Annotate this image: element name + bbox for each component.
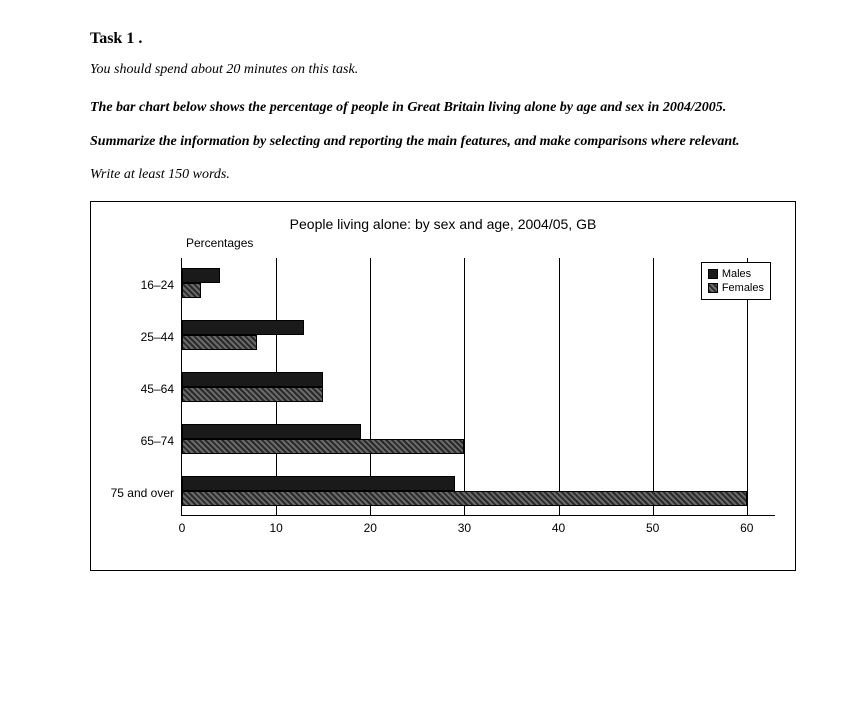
bar-male [182,320,304,335]
bar-group: 25–44 [182,320,775,356]
legend-row-females: Females [708,281,764,295]
y-axis-label: Percentages [186,236,253,250]
prompt-paragraph-1: The bar chart below shows the percentage… [90,98,796,118]
x-tick-label: 40 [552,521,565,535]
bar-male [182,372,323,387]
bar-male [182,424,361,439]
time-instruction: You should spend about 20 minutes on thi… [90,62,796,78]
prompt-paragraph-2: Summarize the information by selecting a… [90,132,796,152]
legend-swatch-male [708,269,718,279]
category-label: 75 and over [111,486,174,500]
plot-area: 010203040506016–2425–4445–6465–7475 and … [181,258,775,516]
x-tick-label: 60 [740,521,753,535]
task-heading: Task 1 . [90,30,796,48]
bar-female [182,439,464,454]
category-label: 45–64 [141,382,174,396]
bar-female [182,387,323,402]
bar-male [182,476,455,491]
x-tick-label: 30 [458,521,471,535]
chart-inner: Percentages Males Females 01020304050601… [181,240,775,540]
bar-female [182,335,257,350]
bar-female [182,491,747,506]
x-tick-label: 0 [179,521,186,535]
legend-row-males: Males [708,267,764,281]
category-label: 65–74 [141,434,174,448]
legend-label-male: Males [722,267,751,281]
bar-group: 45–64 [182,372,775,408]
bar-group: 16–24 [182,268,775,304]
x-tick-label: 20 [364,521,377,535]
x-tick-label: 50 [646,521,659,535]
min-words-instruction: Write at least 150 words. [90,167,796,183]
category-label: 16–24 [141,278,174,292]
chart-title: People living alone: by sex and age, 200… [101,216,785,232]
category-label: 25–44 [141,330,174,344]
legend-swatch-female [708,283,718,293]
legend-label-female: Females [722,281,764,295]
bar-group: 75 and over [182,476,775,512]
bar-female [182,283,201,298]
bar-group: 65–74 [182,424,775,460]
x-tick-label: 10 [269,521,282,535]
chart-legend: Males Females [701,262,771,301]
chart-container: People living alone: by sex and age, 200… [90,201,796,571]
bar-male [182,268,220,283]
